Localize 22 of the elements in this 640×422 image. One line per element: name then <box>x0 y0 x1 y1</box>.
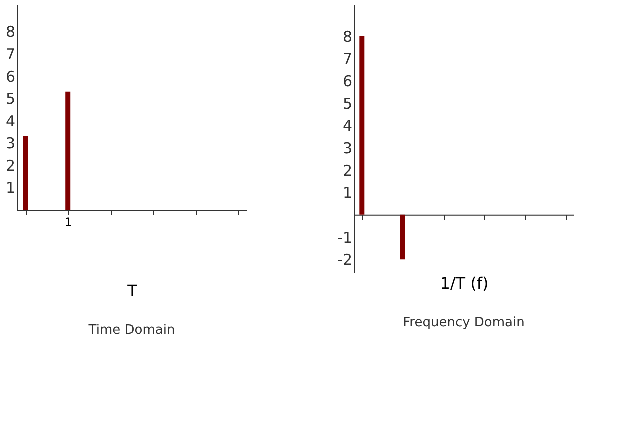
y-tick-label: -2 <box>338 251 352 270</box>
y-tick-label: 6 <box>342 72 352 90</box>
y-tick-label: 2 <box>6 156 16 175</box>
y-tick-label: 6 <box>6 68 16 86</box>
y-tick-label: 5 <box>6 90 16 108</box>
y-tick-label: 8 <box>6 23 16 42</box>
text: Frequency Domain <box>403 315 525 330</box>
y-tick-label: 4 <box>342 117 352 136</box>
y-tick-label: 7 <box>342 50 352 68</box>
y-tick-label: 8 <box>342 28 352 46</box>
y-tick-label: 7 <box>6 46 16 64</box>
text: Time Domain <box>88 323 176 338</box>
y-tick-label: -1 <box>338 228 352 247</box>
y-tick-label: 2 <box>342 162 352 180</box>
y-tick-label: 1 <box>342 184 352 202</box>
x-axis-title: T <box>126 282 138 300</box>
y-tick-label: 3 <box>342 139 352 158</box>
y-tick-label: 4 <box>6 112 16 130</box>
y-tick-label: 3 <box>6 134 16 153</box>
y-tick-label: 5 <box>342 94 352 113</box>
x-axis-title: 1/T (f) <box>440 274 489 293</box>
y-tick-label: 1 <box>6 179 16 198</box>
